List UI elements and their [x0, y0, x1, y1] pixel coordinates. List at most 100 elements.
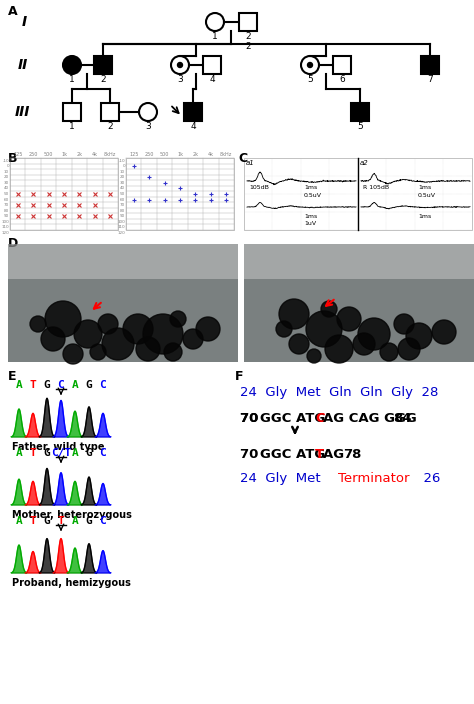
Text: 60: 60 [4, 198, 9, 201]
Circle shape [353, 333, 375, 355]
Text: 1: 1 [212, 32, 218, 41]
Bar [94, 56, 112, 74]
Text: 1ms: 1ms [418, 185, 431, 190]
Text: 105dB: 105dB [249, 185, 269, 190]
Text: 110: 110 [1, 225, 9, 230]
Text: G: G [44, 380, 50, 390]
Circle shape [30, 316, 46, 332]
Text: -10: -10 [118, 159, 125, 163]
Bar [244, 244, 474, 279]
Text: 8kHz: 8kHz [220, 152, 232, 157]
Text: 20: 20 [120, 175, 125, 180]
Bar [239, 13, 257, 31]
Text: A: A [72, 516, 78, 526]
Circle shape [398, 338, 420, 360]
Text: 125: 125 [13, 152, 22, 157]
Text: 1uV: 1uV [304, 221, 316, 227]
Text: AG CAG GGG: AG CAG GGG [323, 412, 421, 425]
Text: 10: 10 [120, 170, 125, 174]
Text: 4: 4 [190, 122, 196, 131]
Bar [351, 103, 369, 121]
Text: 3: 3 [177, 75, 183, 84]
Text: 20: 20 [4, 175, 9, 180]
Circle shape [63, 344, 83, 364]
Text: 70: 70 [120, 203, 125, 207]
Bar [10, 158, 118, 230]
Text: A: A [16, 516, 22, 526]
Text: 0.5uV: 0.5uV [418, 193, 436, 198]
Text: 84: 84 [393, 412, 411, 425]
Circle shape [306, 311, 342, 347]
Text: C: C [100, 380, 106, 390]
Text: A: A [16, 380, 22, 390]
Text: Father, wild type: Father, wild type [12, 442, 104, 452]
Text: 5: 5 [307, 75, 313, 84]
Text: 26: 26 [415, 472, 440, 485]
Circle shape [380, 343, 398, 361]
Text: II: II [18, 58, 28, 72]
Text: 100: 100 [117, 220, 125, 224]
Polygon shape [11, 479, 27, 505]
Polygon shape [67, 482, 82, 505]
Text: G: G [44, 448, 50, 458]
Text: 40: 40 [120, 187, 125, 191]
Text: 78: 78 [343, 448, 361, 461]
Text: 70: 70 [240, 448, 263, 461]
Text: 3: 3 [145, 122, 151, 131]
Text: 2k: 2k [76, 152, 82, 157]
Text: -10: -10 [2, 159, 9, 163]
Bar [8, 244, 238, 362]
Text: Proband, hemizygous: Proband, hemizygous [12, 578, 131, 588]
Text: a1: a1 [246, 160, 255, 166]
Text: A: A [72, 448, 78, 458]
Text: 10: 10 [4, 170, 9, 174]
Circle shape [406, 323, 432, 349]
Text: Mother, heterozygous: Mother, heterozygous [12, 510, 132, 520]
Bar [184, 103, 202, 121]
Text: 500: 500 [44, 152, 53, 157]
Text: 1: 1 [69, 122, 75, 131]
Text: 50: 50 [120, 192, 125, 196]
Polygon shape [67, 548, 82, 573]
Bar [8, 244, 238, 279]
Text: 7: 7 [427, 75, 433, 84]
Circle shape [98, 314, 118, 334]
Circle shape [307, 349, 321, 363]
Circle shape [276, 321, 292, 337]
Text: 4k: 4k [92, 152, 98, 157]
Bar [63, 103, 81, 121]
Bar [126, 158, 234, 230]
Circle shape [432, 320, 456, 344]
Polygon shape [53, 473, 69, 505]
Text: G: G [86, 448, 92, 458]
Polygon shape [82, 407, 97, 437]
Text: T: T [315, 448, 324, 461]
Text: 70: 70 [240, 412, 263, 425]
Text: C: C [315, 412, 325, 425]
Polygon shape [25, 551, 41, 573]
Text: 2: 2 [245, 42, 251, 51]
Text: 70: 70 [240, 412, 263, 425]
Polygon shape [53, 401, 69, 437]
Polygon shape [95, 484, 111, 505]
Text: 0: 0 [122, 164, 125, 168]
Polygon shape [82, 477, 97, 505]
Circle shape [164, 343, 182, 361]
Circle shape [143, 314, 183, 354]
Circle shape [321, 301, 337, 317]
Text: 4: 4 [209, 75, 215, 84]
Text: C: C [238, 152, 247, 165]
Text: 1: 1 [69, 75, 75, 84]
Text: G: G [86, 380, 92, 390]
Bar [244, 244, 474, 362]
Circle shape [325, 335, 353, 363]
Circle shape [196, 317, 220, 341]
Text: 500: 500 [160, 152, 169, 157]
Circle shape [183, 329, 203, 349]
Text: A: A [8, 5, 18, 18]
Text: 110: 110 [118, 225, 125, 230]
Circle shape [45, 301, 81, 337]
Text: R 105dB: R 105dB [363, 185, 389, 190]
Text: C: C [58, 380, 64, 390]
Text: 24  Gly  Met  Gln  Gln  Gly  28: 24 Gly Met Gln Gln Gly 28 [240, 386, 438, 399]
